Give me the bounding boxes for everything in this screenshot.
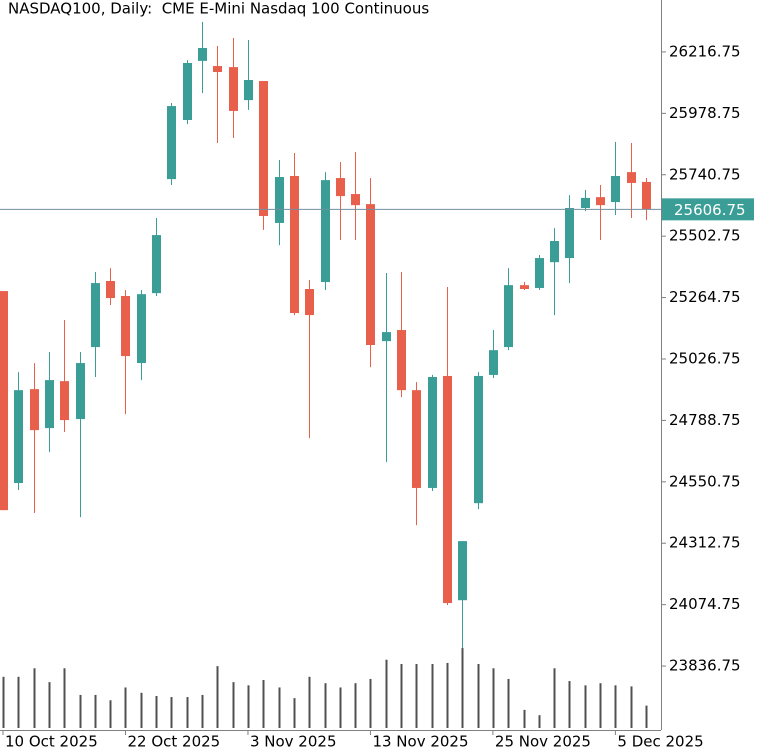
x-tick-label: 25 Nov 2025 bbox=[495, 733, 591, 750]
y-tick-label: 24312.75 bbox=[669, 534, 741, 552]
last-price-box bbox=[662, 198, 754, 221]
candle-body bbox=[167, 106, 176, 180]
candle-body bbox=[213, 66, 222, 72]
candle-body bbox=[60, 381, 69, 421]
candle-body bbox=[489, 350, 498, 375]
candle-body bbox=[121, 295, 130, 357]
y-tick-label: 23836.75 bbox=[669, 657, 741, 675]
candle-body bbox=[198, 47, 207, 61]
candle-body bbox=[642, 181, 651, 210]
y-tick-label: 26216.75 bbox=[669, 42, 741, 60]
y-tick-label: 25026.75 bbox=[669, 350, 741, 368]
x-tick-label: 13 Nov 2025 bbox=[372, 733, 468, 750]
candle-body bbox=[91, 283, 100, 348]
candle-body bbox=[305, 289, 314, 316]
candle-body bbox=[627, 172, 636, 183]
candle-body bbox=[45, 380, 54, 429]
candle-body bbox=[520, 285, 529, 290]
candle-body bbox=[366, 204, 375, 346]
candle-body bbox=[535, 258, 544, 288]
y-tick-label: 25502.75 bbox=[669, 227, 741, 245]
plot bbox=[0, 21, 651, 728]
candle-body bbox=[183, 62, 192, 120]
candle-body bbox=[428, 376, 437, 488]
candle-body bbox=[565, 207, 574, 259]
candle-body bbox=[14, 390, 23, 484]
x-tick-label: 3 Nov 2025 bbox=[250, 733, 337, 750]
candle-body bbox=[611, 175, 620, 203]
y-tick-label: 25978.75 bbox=[669, 104, 741, 122]
candle-body bbox=[275, 177, 284, 223]
candle-body bbox=[458, 541, 467, 601]
x-tick-label: 5 Dec 2025 bbox=[617, 733, 703, 750]
chart-title: NASDAQ100, Daily: CME E-Mini Nasdaq 100 … bbox=[8, 0, 429, 18]
y-tick-label: 25740.75 bbox=[669, 165, 741, 183]
y-tick-label: 24550.75 bbox=[669, 472, 741, 490]
candle-body bbox=[474, 375, 483, 504]
candle-body bbox=[443, 375, 452, 604]
candle-body bbox=[30, 389, 39, 431]
candle-body bbox=[412, 390, 421, 488]
candle-body bbox=[0, 291, 8, 511]
x-tick-label: 22 Oct 2025 bbox=[127, 733, 220, 750]
candle-body bbox=[581, 197, 590, 208]
y-tick-label: 25264.75 bbox=[669, 288, 741, 306]
candle-body bbox=[596, 197, 605, 206]
candle-body bbox=[152, 235, 161, 294]
candle-body bbox=[229, 67, 238, 111]
candle-body bbox=[321, 180, 330, 283]
last-price-label: 25606.75 bbox=[674, 201, 746, 219]
candle-body bbox=[244, 79, 253, 101]
candle-body bbox=[137, 294, 146, 364]
candle-body bbox=[351, 194, 360, 206]
candle-body bbox=[259, 81, 268, 216]
x-tick-label: 10 Oct 2025 bbox=[5, 733, 98, 750]
candle-body bbox=[106, 281, 115, 299]
y-tick-label: 24788.75 bbox=[669, 411, 741, 429]
candle-body bbox=[550, 241, 559, 263]
candle-body bbox=[290, 175, 299, 314]
candle-body bbox=[336, 178, 345, 197]
candle-body bbox=[76, 363, 85, 420]
candle-body bbox=[382, 332, 391, 342]
candle-body bbox=[504, 285, 513, 348]
candle-body bbox=[397, 330, 406, 391]
y-tick-label: 24074.75 bbox=[669, 595, 741, 613]
